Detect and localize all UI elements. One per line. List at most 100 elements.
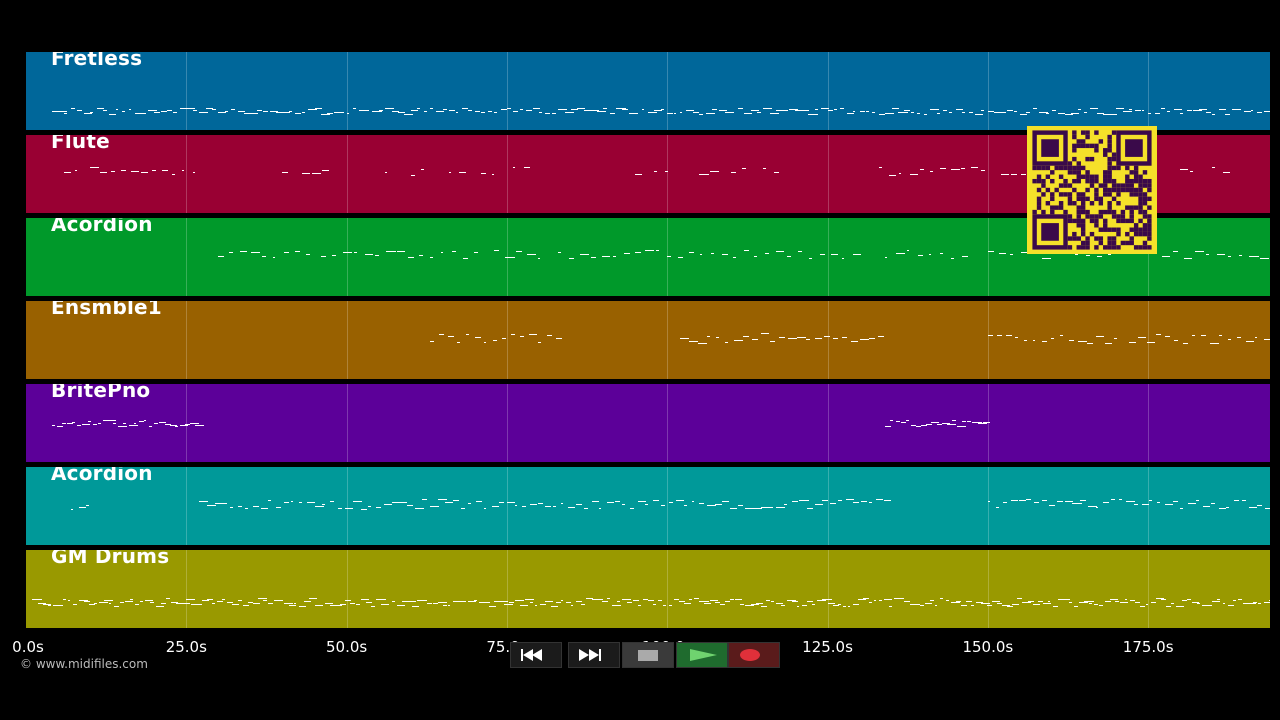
midi-note <box>473 600 477 602</box>
midi-note <box>1209 342 1219 344</box>
midi-note <box>1166 605 1171 607</box>
midi-note <box>211 108 216 110</box>
midi-note <box>473 251 479 253</box>
midi-note <box>776 603 784 605</box>
midi-note <box>1107 254 1112 256</box>
midi-note <box>1218 334 1223 336</box>
midi-note <box>359 110 367 112</box>
midi-note <box>429 108 434 110</box>
midi-note <box>513 110 519 112</box>
midi-note <box>786 600 796 602</box>
midi-note <box>206 504 217 506</box>
fast-forward-button[interactable] <box>568 642 620 668</box>
midi-note <box>463 601 466 603</box>
midi-note <box>283 251 289 253</box>
midi-note <box>714 504 722 506</box>
midi-note <box>765 600 770 602</box>
midi-note <box>1212 167 1215 169</box>
midi-note <box>1184 257 1193 259</box>
midi-note <box>776 109 783 111</box>
midi-note <box>1058 598 1065 600</box>
midi-note <box>909 174 918 176</box>
midi-note <box>1199 108 1208 110</box>
midi-note <box>47 604 52 606</box>
midi-note <box>494 600 499 602</box>
midi-note <box>987 250 995 252</box>
midi-note <box>850 341 859 343</box>
midi-note <box>744 113 752 115</box>
midi-note <box>1063 598 1071 600</box>
midi-note <box>164 423 172 425</box>
midi-note <box>401 601 410 602</box>
midi-note <box>1077 341 1087 343</box>
midi-note <box>858 598 867 600</box>
midi-note <box>737 108 744 110</box>
rewind-button[interactable] <box>510 642 562 668</box>
midi-note <box>724 601 730 603</box>
midi-note <box>1064 113 1073 115</box>
midi-note <box>1096 256 1102 258</box>
midi-note <box>1182 342 1188 344</box>
midi-note <box>962 111 965 113</box>
midi-note <box>632 599 640 601</box>
midi-note <box>1186 599 1191 601</box>
midi-note <box>898 111 908 113</box>
stop-button[interactable] <box>622 642 674 668</box>
midi-note <box>1238 254 1242 256</box>
midi-note <box>1001 604 1010 606</box>
grid-line <box>186 301 188 379</box>
midi-note <box>138 420 144 422</box>
midi-note <box>150 602 154 604</box>
copyright-text: © www.midifiles.com <box>20 657 148 671</box>
midi-note <box>199 500 208 502</box>
midi-note <box>1227 605 1234 607</box>
midi-note <box>186 598 195 600</box>
midi-note <box>141 112 147 114</box>
midi-note <box>1000 111 1007 113</box>
midi-note <box>119 601 124 603</box>
midi-note <box>654 110 662 112</box>
midi-note <box>1172 501 1178 503</box>
midi-note <box>909 603 919 605</box>
midi-note <box>977 423 987 425</box>
midi-note <box>218 255 224 257</box>
midi-note <box>436 111 445 113</box>
midi-note <box>957 425 966 427</box>
midi-note <box>966 600 972 602</box>
time-tick-label: 175.0s <box>1122 638 1174 656</box>
midi-note <box>941 423 951 425</box>
midi-note <box>52 604 62 606</box>
midi-note <box>868 501 873 503</box>
grid-line <box>667 135 669 213</box>
midi-note <box>653 499 660 501</box>
midi-note <box>622 504 626 506</box>
midi-note <box>186 108 195 110</box>
midi-note <box>337 507 343 509</box>
midi-note <box>1043 603 1052 605</box>
midi-note <box>365 110 369 112</box>
midi-note <box>603 108 607 110</box>
midi-note <box>1094 603 1098 605</box>
midi-note <box>660 504 665 506</box>
midi-note <box>422 600 428 602</box>
midi-note <box>372 111 382 113</box>
midi-note <box>916 425 921 427</box>
midi-note <box>494 112 497 114</box>
midi-note <box>537 502 543 504</box>
play-button[interactable] <box>676 642 728 668</box>
midi-note <box>940 168 947 170</box>
midi-note <box>676 500 685 502</box>
midi-note <box>910 425 916 427</box>
midi-note <box>458 601 467 603</box>
midi-note <box>386 603 389 605</box>
play-icon <box>690 649 717 661</box>
midi-note <box>876 499 883 501</box>
record-button[interactable] <box>728 642 780 668</box>
midi-note <box>1068 601 1072 603</box>
midi-note <box>860 500 867 502</box>
midi-note <box>699 253 703 255</box>
midi-note <box>1012 604 1019 606</box>
midi-note <box>617 601 620 603</box>
grid-line <box>1148 301 1150 379</box>
grid-line <box>506 467 508 545</box>
